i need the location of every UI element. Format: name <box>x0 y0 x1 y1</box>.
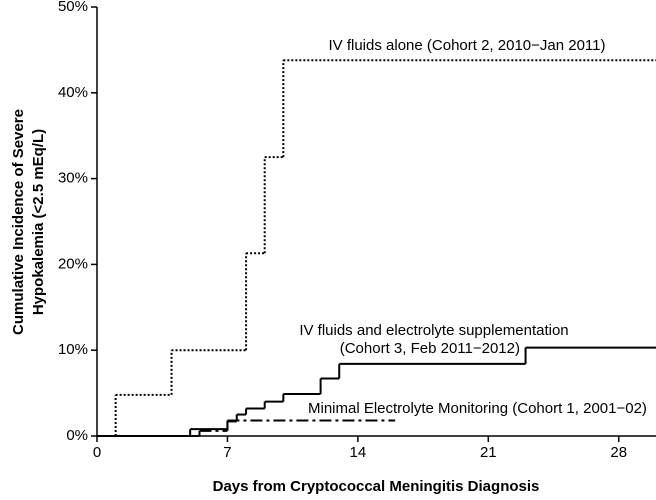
y-axis-label: Hypokalemia (<2.5 mEq/L) <box>30 129 47 315</box>
x-axis-label: Days from Cryptococcal Meningitis Diagno… <box>213 478 540 495</box>
annotation: IV fluids and electrolyte supplementatio… <box>299 322 568 339</box>
x-tick-label: 21 <box>480 444 497 461</box>
x-tick-label: 28 <box>610 444 627 461</box>
annotation: Minimal Electrolyte Monitoring (Cohort 1… <box>308 400 647 417</box>
y-tick-label: 10% <box>58 341 88 358</box>
x-tick-label: 7 <box>223 444 231 461</box>
annotation: IV fluids alone (Cohort 2, 2010−Jan 2011… <box>329 37 606 54</box>
y-tick-label: 50% <box>58 0 88 15</box>
y-tick-label: 0% <box>66 427 88 444</box>
x-tick-label: 14 <box>350 444 367 461</box>
y-axis-label: Cumulative Incidence of Severe <box>10 109 27 335</box>
y-tick-label: 40% <box>58 84 88 101</box>
annotation: (Cohort 3, Feb 2011−2012) <box>340 340 520 357</box>
x-tick-label: 0 <box>93 444 101 461</box>
y-tick-label: 20% <box>58 255 88 272</box>
y-tick-label: 30% <box>58 170 88 187</box>
